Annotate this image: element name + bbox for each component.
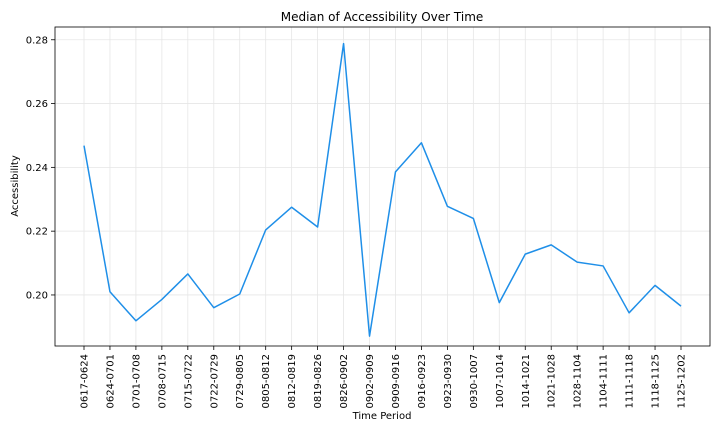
x-tick-label: 0624-0701 (105, 354, 116, 409)
x-axis: 0617-0624 0624-0701 0701-0708 0708-0715 0715… (80, 346, 688, 409)
x-tick-label: 0826-0902 (339, 354, 350, 409)
y-tick-label: 0.22 (26, 227, 48, 238)
grid-lines (55, 27, 710, 346)
series-layer (83, 42, 682, 337)
y-tick-label: 0.24 (26, 163, 48, 174)
x-tick-label: 0930-1007 (469, 354, 480, 409)
x-tick-label: 0617-0624 (80, 354, 91, 409)
x-tick-label: 0909-0916 (391, 354, 402, 409)
x-tick-label: 1028-1104 (573, 354, 584, 409)
x-tick-label: 0902-0909 (365, 354, 376, 409)
x-tick-label: 1021-1028 (547, 354, 558, 409)
x-tick-label: 0805-0812 (261, 354, 272, 409)
x-tick-label: 0819-0826 (313, 354, 324, 409)
x-tick-label: 0923-0930 (443, 354, 454, 409)
x-tick-label: 0708-0715 (157, 354, 168, 409)
x-tick-label: 1014-1021 (521, 354, 532, 409)
plot-frame (54, 26, 711, 347)
y-axis-title: Accessibility (10, 155, 21, 217)
x-tick-label: 0722-0729 (209, 354, 220, 409)
y-tick-label: 0.20 (26, 290, 48, 301)
x-axis-title: Time Period (352, 411, 412, 422)
x-tick-label: 0729-0805 (235, 354, 246, 409)
series-line (83, 42, 682, 337)
x-tick-label: 1118-1125 (651, 354, 662, 409)
x-tick-label: 0701-0708 (131, 354, 142, 409)
y-tick-label: 0.26 (26, 99, 48, 110)
x-tick-label: 1111-1118 (625, 354, 636, 409)
x-tick-label: 0812-0819 (287, 354, 298, 409)
chart-title: Median of Accessibility Over Time (281, 10, 484, 24)
y-axis: 0.20 0.22 0.24 0.26 0.28 (26, 35, 55, 301)
y-tick-label: 0.28 (26, 35, 48, 46)
x-tick-label: 0916-0923 (417, 354, 428, 409)
x-tick-label: 1104-1111 (599, 354, 610, 409)
x-tick-label: 0715-0722 (183, 354, 194, 409)
x-tick-label: 1007-1014 (495, 354, 506, 409)
x-tick-label: 1125-1202 (677, 354, 688, 409)
